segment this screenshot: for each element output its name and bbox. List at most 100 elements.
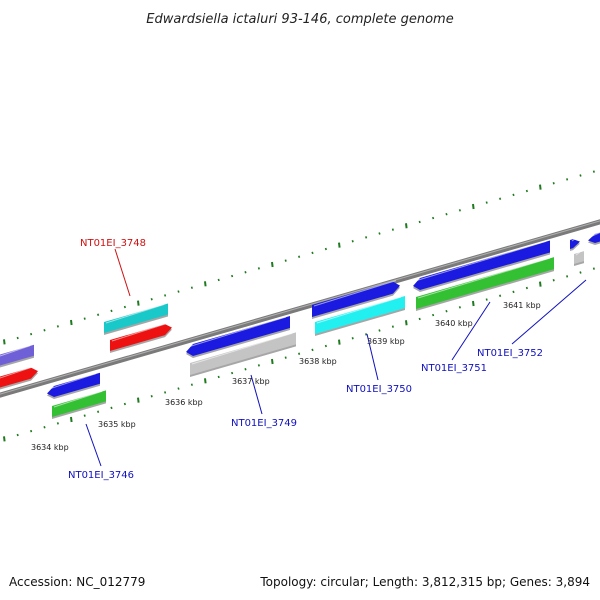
kbp-label: 3640 kbp xyxy=(435,319,473,328)
gene-block-blue-3749-highlight xyxy=(187,316,287,348)
major-tick xyxy=(3,339,6,345)
gene-block-purple-highlight xyxy=(0,345,31,357)
gene-block-nt01ei-3748-highlight xyxy=(105,304,165,324)
minor-tick xyxy=(43,426,46,429)
gene-label-nt01ei-3751[interactable]: NT01EI_3751 xyxy=(421,363,487,374)
minor-tick xyxy=(231,274,234,278)
minor-tick xyxy=(16,336,19,340)
gene-block-blue-small-highlight xyxy=(571,237,577,242)
minor-tick xyxy=(445,212,448,216)
minor-tick xyxy=(391,228,394,231)
minor-tick xyxy=(445,309,448,313)
major-tick xyxy=(70,416,73,423)
minor-tick xyxy=(56,422,59,425)
minor-tick xyxy=(458,209,461,212)
gene-block-nt01ei-3749-highlight xyxy=(191,332,293,365)
minor-tick xyxy=(525,286,528,290)
map-title: Edwardsiella ictaluri 93-146, complete g… xyxy=(146,12,453,27)
kbp-label: 3636 kbp xyxy=(165,398,203,407)
outer-tick-ring xyxy=(3,170,595,345)
gene-block-blue-3750[interactable] xyxy=(312,281,400,317)
minor-tick xyxy=(432,216,435,220)
gene-label-nt01ei-3748[interactable]: NT01EI_3748 xyxy=(80,238,146,249)
minor-tick xyxy=(499,197,502,200)
gene-block-nt01ei-3746-highlight xyxy=(53,390,103,408)
minor-tick xyxy=(97,410,100,413)
minor-tick xyxy=(512,193,515,197)
minor-tick xyxy=(579,174,582,177)
minor-tick xyxy=(30,332,33,336)
gene-block-blue-small[interactable] xyxy=(570,239,580,249)
gene-block-blue-edge[interactable] xyxy=(588,231,600,243)
gene-block-nt01ei-3748[interactable] xyxy=(104,303,168,333)
minor-tick xyxy=(298,255,301,258)
minor-tick xyxy=(311,348,314,352)
gene-block-nt01ei-3751[interactable] xyxy=(416,257,554,309)
gene-block-blue-3746[interactable] xyxy=(47,372,100,397)
gene-block-blue-edge-highlight xyxy=(589,231,600,238)
major-tick xyxy=(137,397,140,403)
gene-block-nt01ei-3746[interactable] xyxy=(52,390,106,417)
minor-tick xyxy=(324,247,327,251)
gene-block-purple[interactable] xyxy=(0,344,34,367)
minor-tick xyxy=(552,279,555,282)
backbone-highlight xyxy=(0,220,600,395)
gene-block-red-left-highlight xyxy=(0,366,35,379)
major-tick xyxy=(405,223,408,229)
minor-tick xyxy=(30,429,33,433)
minor-tick xyxy=(16,433,19,437)
minor-tick xyxy=(257,267,260,270)
major-tick xyxy=(472,300,475,307)
genome-backbone xyxy=(0,219,600,398)
major-tick xyxy=(271,261,274,268)
minor-tick xyxy=(525,189,528,193)
minor-tick xyxy=(365,333,368,336)
minor-tick xyxy=(257,364,260,367)
minor-tick xyxy=(217,278,220,282)
kbp-label: 3634 kbp xyxy=(31,443,69,452)
minor-tick xyxy=(83,414,86,417)
minor-tick xyxy=(284,356,287,359)
callout-nt01ei-3746 xyxy=(85,423,102,467)
callout-nt01ei-3748 xyxy=(114,248,131,297)
gene-features xyxy=(0,231,600,419)
gene-block-blue-3750-highlight xyxy=(313,280,397,307)
kbp-label: 3635 kbp xyxy=(98,420,136,429)
minor-tick xyxy=(123,305,126,309)
gene-label-nt01ei-3749[interactable]: NT01EI_3749 xyxy=(231,418,297,429)
gene-block-red-left[interactable] xyxy=(0,367,38,389)
major-tick xyxy=(539,184,542,190)
major-tick xyxy=(338,242,341,248)
gene-label-nt01ei-3752[interactable]: NT01EI_3752 xyxy=(477,348,543,359)
kbp-label: 3637 kbp xyxy=(232,377,270,386)
minor-tick xyxy=(418,317,421,321)
kbp-label: 3638 kbp xyxy=(299,357,337,366)
minor-tick xyxy=(190,286,193,289)
gene-label-nt01ei-3746[interactable]: NT01EI_3746 xyxy=(68,470,134,481)
minor-tick xyxy=(177,387,180,390)
minor-tick xyxy=(378,232,381,235)
minor-tick xyxy=(190,383,193,386)
minor-tick xyxy=(351,240,354,243)
minor-tick xyxy=(284,259,287,262)
major-tick xyxy=(3,436,6,442)
minor-tick xyxy=(164,294,167,297)
gene-block-blue-3751[interactable] xyxy=(413,240,550,290)
major-tick xyxy=(204,378,207,384)
accession-text: Accession: NC_012779 xyxy=(9,575,145,589)
minor-tick xyxy=(110,406,113,410)
inner-tick-ring xyxy=(3,267,595,442)
minor-tick xyxy=(592,170,595,173)
minor-tick xyxy=(579,271,582,274)
gene-block-nt01ei-3750[interactable] xyxy=(315,296,405,334)
minor-tick xyxy=(458,306,461,309)
minor-tick xyxy=(499,294,502,297)
gene-block-blue-3749[interactable] xyxy=(186,315,290,356)
gene-block-nt01ei-3749[interactable] xyxy=(190,332,296,375)
major-tick xyxy=(271,358,274,365)
minor-tick xyxy=(485,201,488,204)
gene-label-nt01ei-3750[interactable]: NT01EI_3750 xyxy=(346,384,412,395)
gene-block-red-3748[interactable] xyxy=(110,324,172,351)
minor-tick xyxy=(566,275,569,278)
